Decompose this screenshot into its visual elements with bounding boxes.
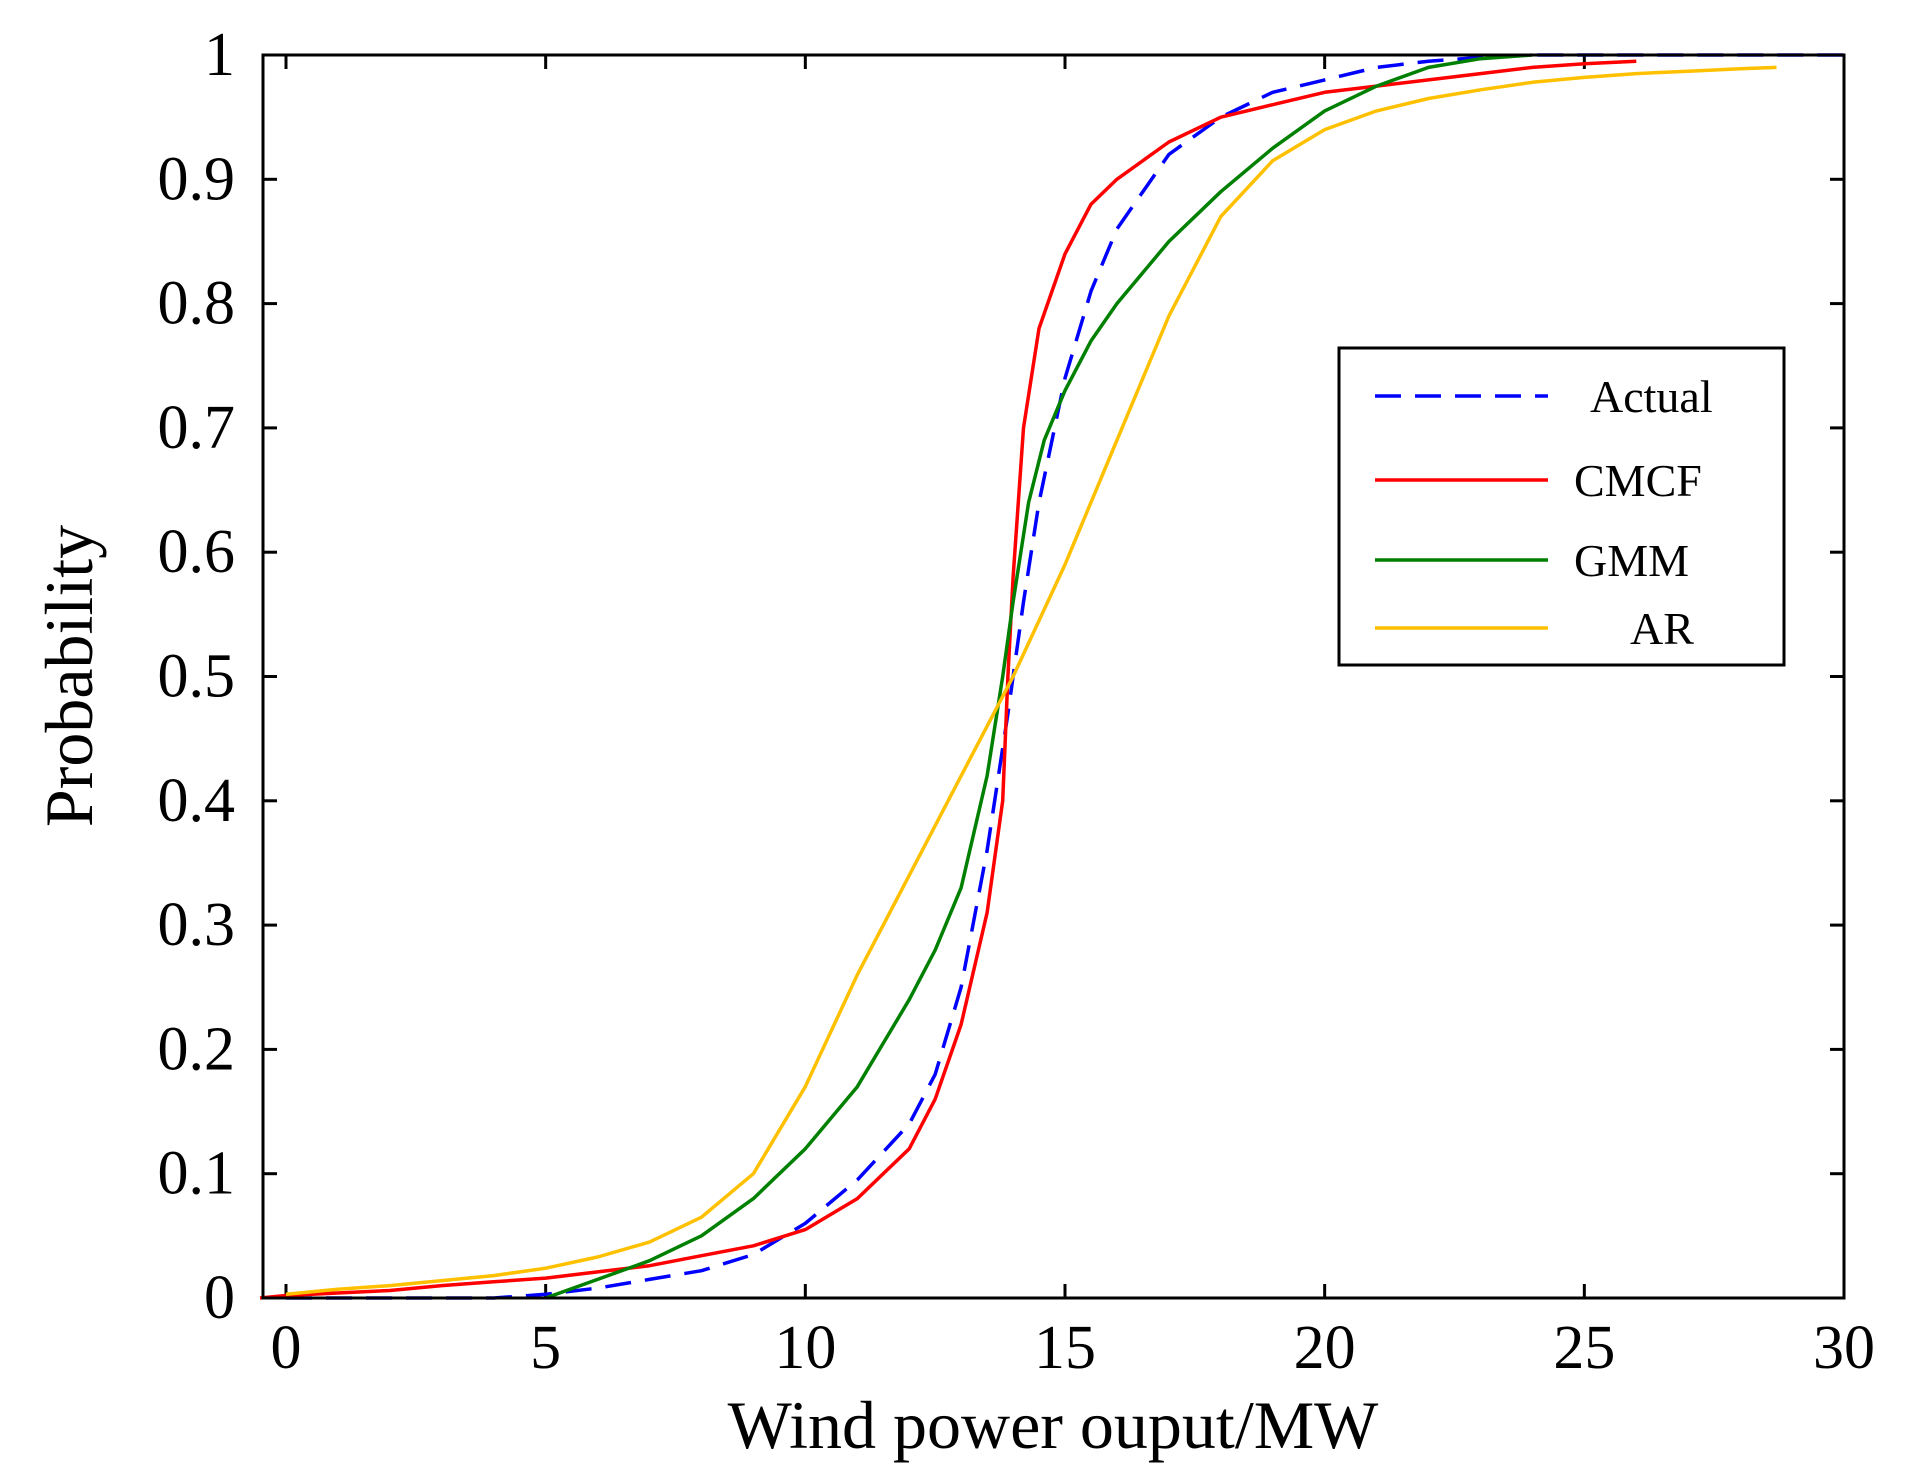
legend-label-actual: Actual bbox=[1590, 371, 1713, 422]
x-tick-label: 30 bbox=[1813, 1314, 1875, 1382]
x-tick-label: 10 bbox=[774, 1314, 836, 1382]
y-tick-label: 0.2 bbox=[158, 1015, 236, 1083]
y-tick-label: 0.1 bbox=[158, 1140, 236, 1208]
legend-label-cmcf: CMCF bbox=[1574, 455, 1702, 506]
plot-area-frame bbox=[261, 53, 1846, 1300]
y-tick-label: 0.9 bbox=[158, 145, 236, 213]
series-line-ar bbox=[285, 65, 1777, 1297]
series-line-gmm bbox=[545, 53, 1533, 1300]
x-tick-label: 5 bbox=[530, 1314, 561, 1382]
y-tick-label: 0.6 bbox=[158, 518, 236, 586]
y-tick-label: 1 bbox=[204, 21, 235, 89]
x-tick-label: 25 bbox=[1553, 1314, 1615, 1382]
x-tick-label: 0 bbox=[271, 1314, 302, 1382]
y-tick-label: 0.4 bbox=[158, 767, 236, 835]
x-axis-ticks: 0 5 10 15 20 25 30 bbox=[271, 55, 1875, 1382]
y-tick-label: 0.7 bbox=[158, 394, 236, 462]
legend-box bbox=[1337, 346, 1786, 667]
x-axis-title: Wind power ouput/MW bbox=[728, 1387, 1380, 1463]
y-axis-ticks: 0 0.1 0.2 0.3 0.4 0.5 0.6 0.7 0.8 0.9 1 bbox=[158, 21, 1844, 1332]
x-tick-label: 15 bbox=[1034, 1314, 1096, 1382]
series-line-cmcf bbox=[259, 59, 1637, 1300]
legend-items: Actual CMCF GMM AR bbox=[1375, 371, 1713, 654]
legend-label-ar: AR bbox=[1630, 603, 1694, 654]
series-line-actual bbox=[286, 53, 1844, 1300]
legend-label-gmm: GMM bbox=[1574, 535, 1689, 586]
y-tick-label: 0 bbox=[204, 1264, 235, 1332]
y-tick-label: 0.8 bbox=[158, 270, 236, 338]
y-tick-label: 0.3 bbox=[158, 891, 236, 959]
legend: Actual CMCF GMM AR bbox=[1337, 346, 1786, 667]
series-layer bbox=[259, 53, 1844, 1300]
y-tick-label: 0.5 bbox=[158, 643, 236, 711]
y-axis-title: Probability bbox=[31, 525, 107, 827]
x-tick-label: 20 bbox=[1294, 1314, 1356, 1382]
